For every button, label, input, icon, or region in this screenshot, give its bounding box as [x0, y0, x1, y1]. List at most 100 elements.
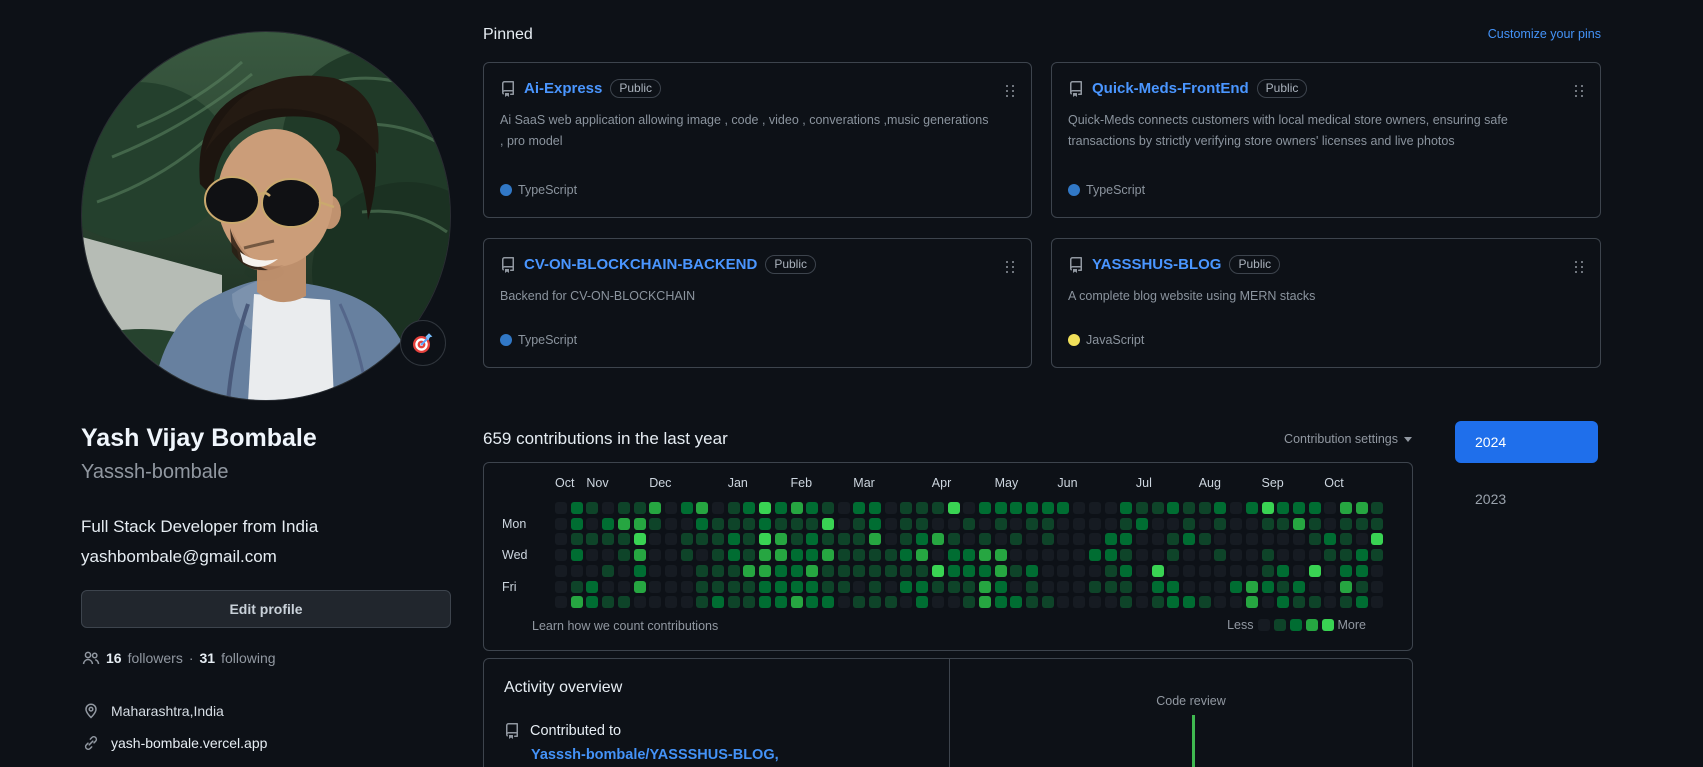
contribution-cell[interactable]: [712, 549, 724, 561]
contribution-cell[interactable]: [728, 565, 740, 577]
contribution-cell[interactable]: [838, 502, 850, 514]
contribution-cell[interactable]: [618, 596, 630, 608]
contribution-cell[interactable]: [995, 581, 1007, 593]
contribution-cell[interactable]: [853, 549, 865, 561]
contribution-cell[interactable]: [916, 518, 928, 530]
contribution-cell[interactable]: [1356, 596, 1368, 608]
contribution-cell[interactable]: [1309, 549, 1321, 561]
contribution-cell[interactable]: [759, 549, 771, 561]
contribution-cell[interactable]: [1042, 533, 1054, 545]
contribution-cell[interactable]: [759, 596, 771, 608]
contribution-cell[interactable]: [1356, 581, 1368, 593]
contribution-cell[interactable]: [1136, 565, 1148, 577]
contribution-cell[interactable]: [916, 581, 928, 593]
contribution-cell[interactable]: [1214, 565, 1226, 577]
contribution-cell[interactable]: [963, 565, 975, 577]
contribution-cell[interactable]: [1042, 581, 1054, 593]
contribution-cell[interactable]: [728, 502, 740, 514]
contribution-cell[interactable]: [838, 549, 850, 561]
contribution-cell[interactable]: [1199, 565, 1211, 577]
contribution-cell[interactable]: [571, 596, 583, 608]
contribution-cell[interactable]: [618, 581, 630, 593]
contribution-cell[interactable]: [1026, 581, 1038, 593]
contribution-cell[interactable]: [806, 518, 818, 530]
contribution-cell[interactable]: [1277, 549, 1289, 561]
contribution-cell[interactable]: [1183, 502, 1195, 514]
contribution-cell[interactable]: [1152, 565, 1164, 577]
contribution-cell[interactable]: [1371, 502, 1383, 514]
contribution-cell[interactable]: [1026, 502, 1038, 514]
contribution-cell[interactable]: [822, 565, 834, 577]
contribution-cell[interactable]: [932, 518, 944, 530]
contribution-cell[interactable]: [1356, 518, 1368, 530]
contribution-cell[interactable]: [696, 596, 708, 608]
contribution-cell[interactable]: [1277, 596, 1289, 608]
contribution-cell[interactable]: [1246, 533, 1258, 545]
contribution-cell[interactable]: [1167, 533, 1179, 545]
contribution-cell[interactable]: [822, 533, 834, 545]
contribution-cell[interactable]: [649, 596, 661, 608]
contribution-cell[interactable]: [555, 596, 567, 608]
contribution-cell[interactable]: [963, 549, 975, 561]
contribution-cell[interactable]: [963, 518, 975, 530]
contribution-cell[interactable]: [1340, 565, 1352, 577]
contribution-cell[interactable]: [1246, 596, 1258, 608]
contribution-cell[interactable]: [932, 502, 944, 514]
contribution-cell[interactable]: [1057, 502, 1069, 514]
contribution-cell[interactable]: [1262, 533, 1274, 545]
contribution-cell[interactable]: [712, 518, 724, 530]
contribution-cell[interactable]: [1010, 596, 1022, 608]
contribution-cell[interactable]: [1199, 581, 1211, 593]
contribution-cell[interactable]: [1324, 533, 1336, 545]
repo-name-link[interactable]: Quick-Meds-FrontEnd: [1092, 80, 1249, 97]
contribution-cell[interactable]: [696, 502, 708, 514]
contribution-cell[interactable]: [759, 581, 771, 593]
contribution-cell[interactable]: [1293, 581, 1305, 593]
contribution-cell[interactable]: [743, 565, 755, 577]
contribution-cell[interactable]: [1120, 549, 1132, 561]
contribution-cell[interactable]: [1105, 549, 1117, 561]
contribution-cell[interactable]: [822, 581, 834, 593]
contribution-cell[interactable]: [853, 502, 865, 514]
drag-grabber-icon[interactable]: [1574, 259, 1584, 280]
contribution-cell[interactable]: [618, 518, 630, 530]
contribution-cell[interactable]: [916, 565, 928, 577]
contribution-cell[interactable]: [618, 533, 630, 545]
contribution-cell[interactable]: [1105, 518, 1117, 530]
contribution-cell[interactable]: [932, 549, 944, 561]
contribution-cell[interactable]: [571, 533, 583, 545]
contribution-cell[interactable]: [634, 502, 646, 514]
contribution-cell[interactable]: [1010, 533, 1022, 545]
contribution-cell[interactable]: [602, 581, 614, 593]
contribution-cell[interactable]: [1262, 581, 1274, 593]
contribution-cell[interactable]: [1246, 518, 1258, 530]
contribution-cell[interactable]: [1089, 581, 1101, 593]
contribution-cell[interactable]: [885, 596, 897, 608]
contribution-cell[interactable]: [1167, 581, 1179, 593]
contribution-cell[interactable]: [1057, 549, 1069, 561]
contribution-cell[interactable]: [1152, 549, 1164, 561]
contribution-cell[interactable]: [1042, 565, 1054, 577]
contribution-cell[interactable]: [838, 581, 850, 593]
contribution-cell[interactable]: [995, 502, 1007, 514]
contribution-cell[interactable]: [1089, 565, 1101, 577]
contribution-cell[interactable]: [1120, 596, 1132, 608]
contribution-cell[interactable]: [1214, 596, 1226, 608]
contribution-cell[interactable]: [1120, 518, 1132, 530]
contribution-cell[interactable]: [806, 502, 818, 514]
contribution-cell[interactable]: [1152, 581, 1164, 593]
contribution-cell[interactable]: [948, 565, 960, 577]
contribution-cell[interactable]: [775, 549, 787, 561]
contribution-cell[interactable]: [571, 549, 583, 561]
contribution-cell[interactable]: [681, 596, 693, 608]
contribution-cell[interactable]: [728, 581, 740, 593]
contribution-cell[interactable]: [885, 581, 897, 593]
contribution-cell[interactable]: [1309, 581, 1321, 593]
contribution-cell[interactable]: [602, 518, 614, 530]
contribution-cell[interactable]: [1356, 533, 1368, 545]
contribution-cell[interactable]: [712, 596, 724, 608]
contribution-cell[interactable]: [649, 549, 661, 561]
contribution-cell[interactable]: [1073, 549, 1085, 561]
contribution-cell[interactable]: [665, 581, 677, 593]
contribution-cell[interactable]: [1042, 518, 1054, 530]
